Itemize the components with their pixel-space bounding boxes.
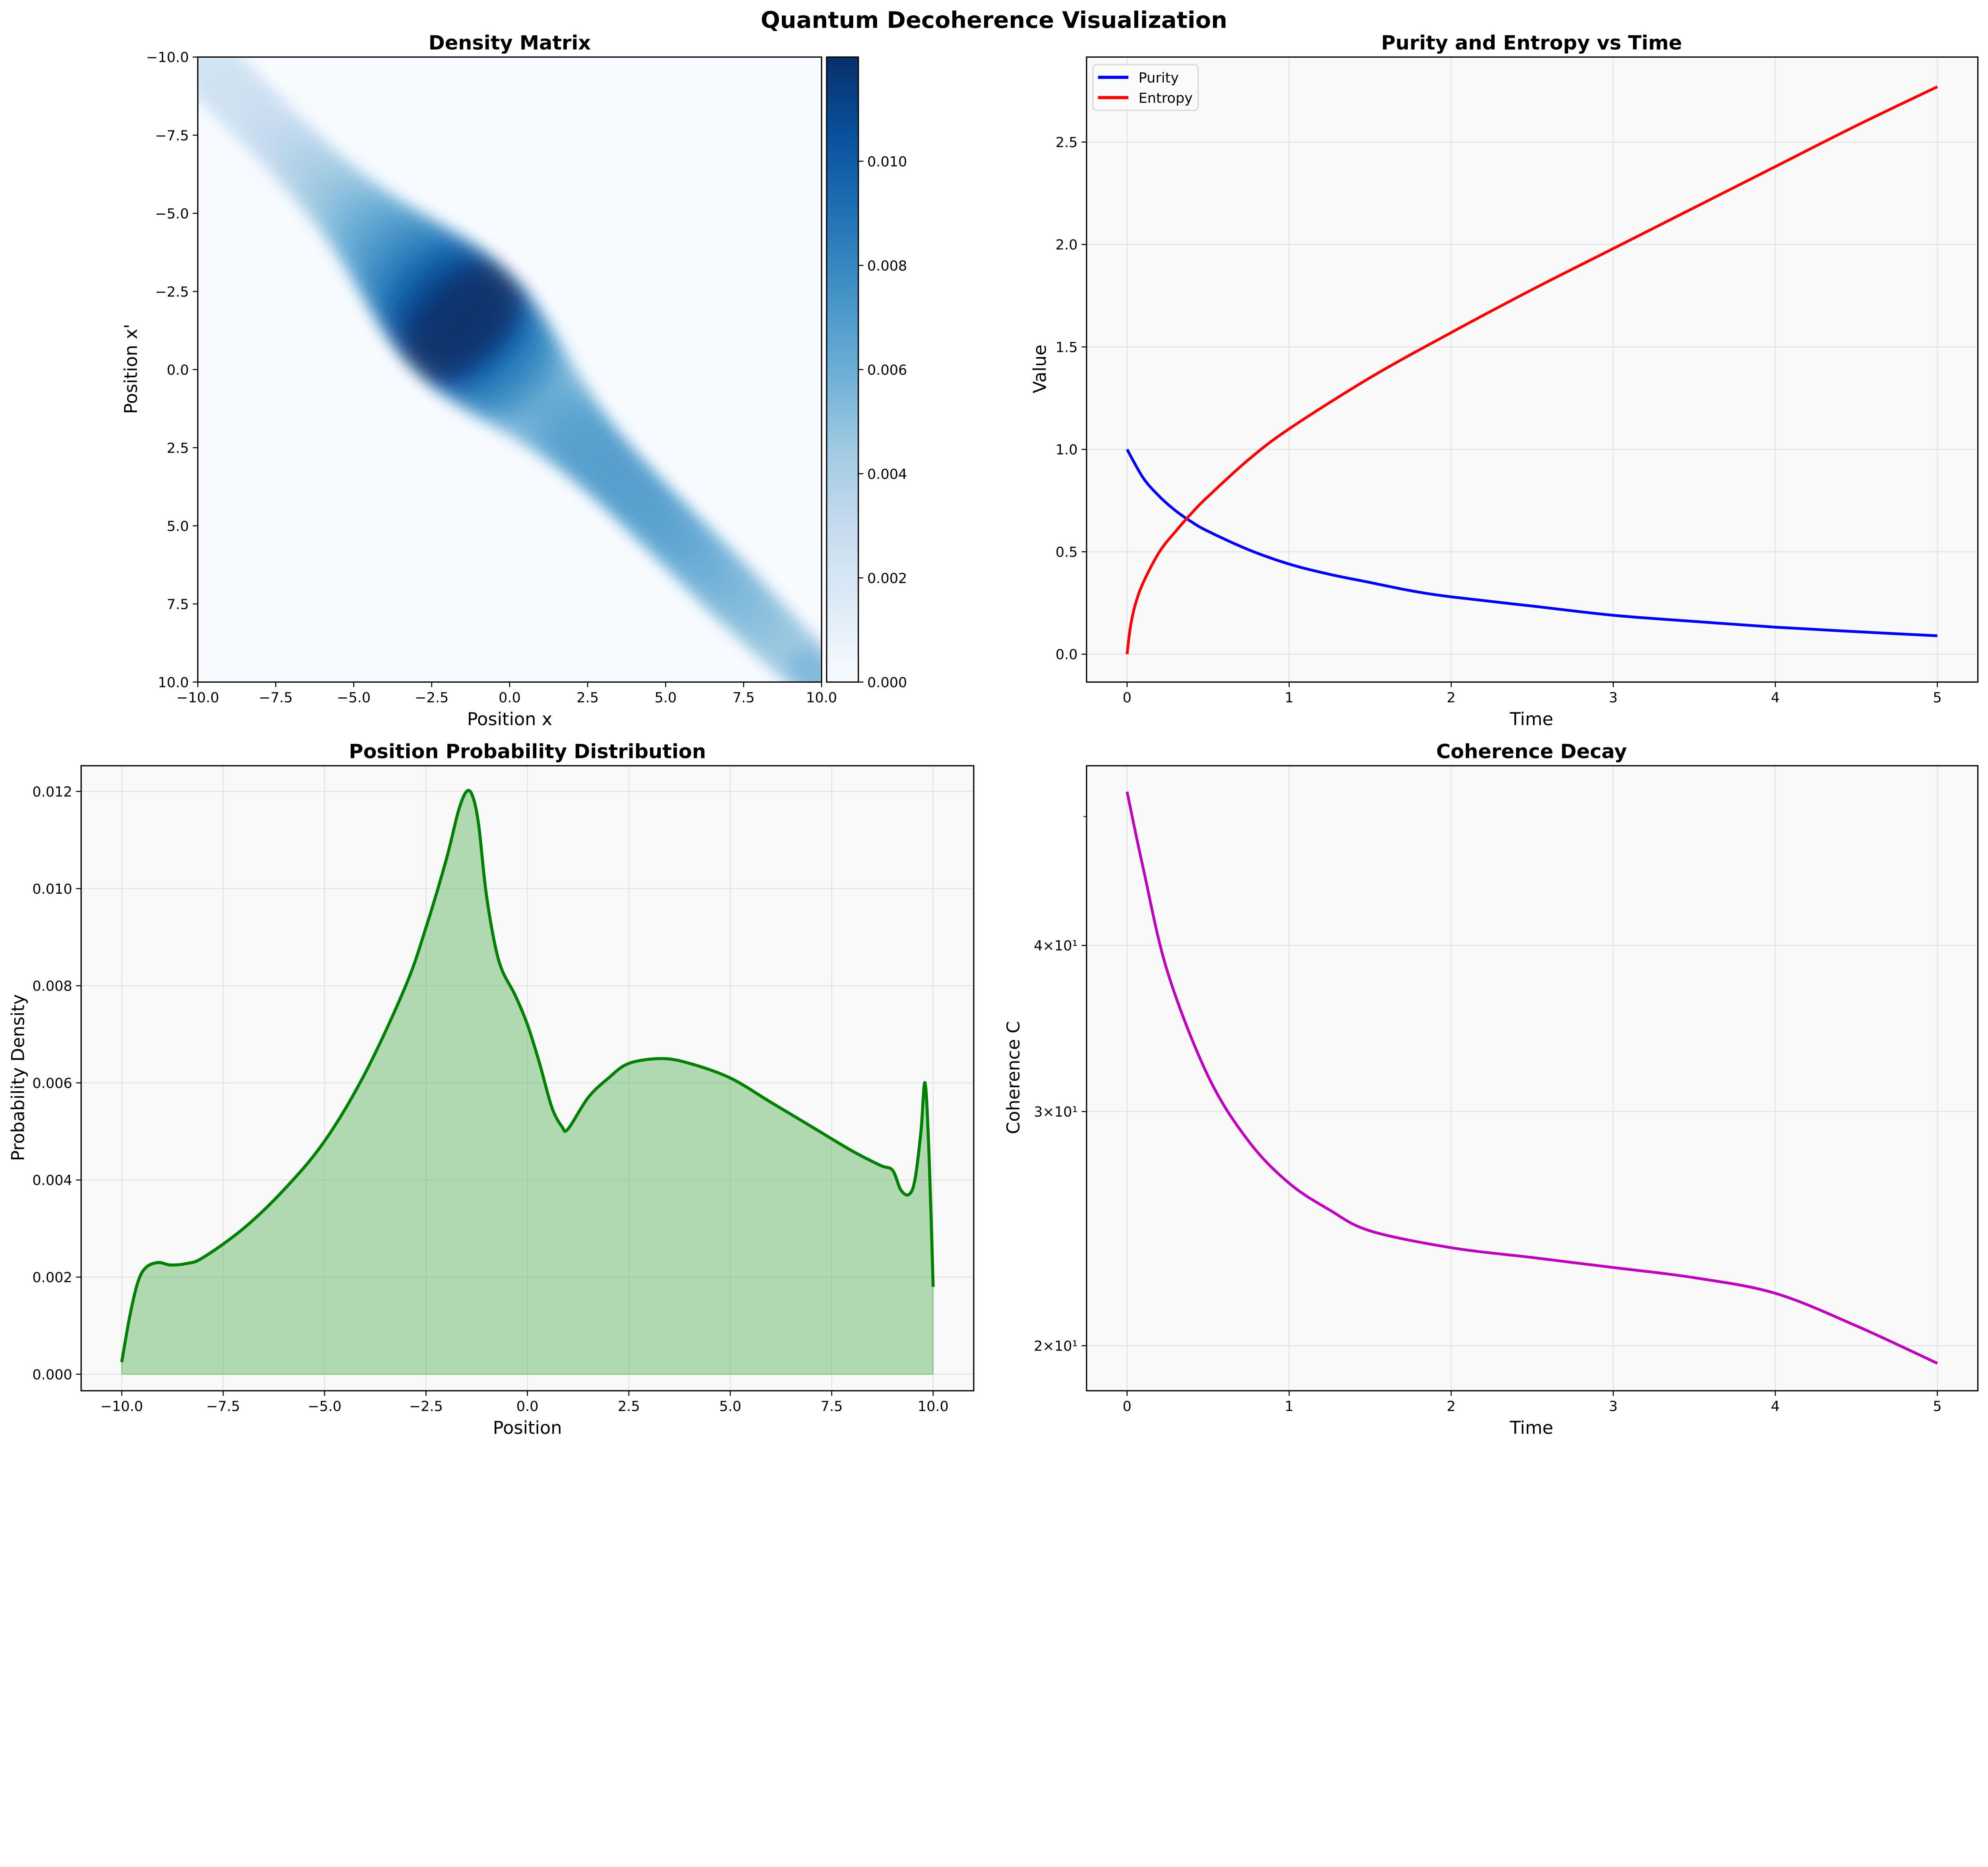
y-tick-label: −5.0 <box>155 206 189 222</box>
colorbar-tick-label: 0.000 <box>867 674 907 691</box>
coherence-decay-title: Coherence Decay <box>1436 740 1627 763</box>
x-tick-label: 5 <box>1933 1398 1941 1415</box>
y-tick-label: 0.008 <box>32 978 72 994</box>
y-tick-label: 4×10¹ <box>1034 938 1077 954</box>
y-tick-label: 1.0 <box>1056 442 1078 458</box>
y-tick-label: 0.000 <box>32 1366 72 1383</box>
y-tick-label: 0.012 <box>32 784 72 800</box>
x-tick-label: −10.0 <box>100 1398 143 1415</box>
y-tick-label: −2.5 <box>155 284 189 300</box>
x-tick-label: 3 <box>1609 1398 1617 1415</box>
purity-entropy-panel: 0 1 2 3 4 5 0.0 0.5 1.0 1.5 2.0 2.5 Purity Entropy <box>1056 56 1979 706</box>
y-tick-label: 2.5 <box>167 440 189 456</box>
y-tick-label: 3×10¹ <box>1034 1104 1077 1120</box>
y-tick-label: 0.004 <box>32 1172 72 1189</box>
x-tick-label: −2.5 <box>415 690 448 706</box>
x-tick-label: 5.0 <box>719 1398 742 1415</box>
x-tick-label: 2.5 <box>577 690 599 706</box>
axes-frame <box>197 56 822 683</box>
heatmap-cell <box>415 274 517 377</box>
purity-entropy-xlabel: Time <box>1509 709 1553 730</box>
coherence-decay-panel: 0 1 2 3 4 5 2×10¹ 3×10¹ 4×10¹ <box>1034 765 1979 1415</box>
x-tick-label: 7.5 <box>732 690 755 706</box>
x-tick-label: 0.0 <box>499 690 521 706</box>
y-tick-label: 5.0 <box>167 518 189 534</box>
colorbar-tick-label: 0.004 <box>867 466 907 482</box>
y-tick-label: 0.006 <box>32 1075 72 1091</box>
legend-label-purity: Purity <box>1139 70 1179 86</box>
y-tick-label: 2.5 <box>1056 134 1078 151</box>
x-tick-label: 0.0 <box>516 1398 539 1415</box>
x-tick-label: 2.5 <box>618 1398 640 1415</box>
colorbar-tick-label: 0.008 <box>867 258 907 274</box>
position-distribution-xlabel: Position <box>493 1418 562 1438</box>
axes-frame <box>1086 56 1979 683</box>
heatmap <box>198 57 822 682</box>
colorbar <box>826 56 859 683</box>
heatmap-cell <box>789 649 822 682</box>
coherence-line <box>1126 791 1938 1365</box>
y-tick-label: 2.0 <box>1056 237 1078 253</box>
plot-background <box>1086 766 1978 1391</box>
density-matrix-xlabel: Position x <box>467 709 552 730</box>
series-line-entropy <box>1126 85 1938 654</box>
legend-label-entropy: Entropy <box>1139 90 1193 106</box>
density-matrix-ylabel: Position x' <box>120 324 141 414</box>
y-tick-label: 0.002 <box>32 1269 72 1286</box>
y-tick-label: 1.5 <box>1056 339 1078 355</box>
y-tick-label: 0.0 <box>167 362 189 378</box>
lines <box>1126 85 1938 654</box>
distribution-line <box>120 789 935 1362</box>
y-tick-label: 0.0 <box>1056 646 1078 663</box>
coherence-decay-ylabel: Coherence C <box>1003 1021 1024 1134</box>
colorbar-tick-label: 0.006 <box>867 362 907 378</box>
axes-frame <box>1086 765 1979 1392</box>
figure-title: Quantum Decoherence Visualization <box>761 7 1227 33</box>
density-matrix-title: Density Matrix <box>429 31 591 54</box>
x-tick-label: −7.5 <box>259 690 293 706</box>
x-tick-label: −10.0 <box>177 690 219 706</box>
x-tick-label: 1 <box>1285 690 1293 706</box>
density-matrix-panel: −10.0 −7.5 −5.0 −2.5 0.0 2.5 5.0 7.5 10.0−10.0−7… <box>146 49 907 706</box>
lines <box>1126 791 1938 1365</box>
x-tick-label: 0 <box>1123 690 1132 706</box>
x-tick-label: 10.0 <box>806 690 837 706</box>
colorbar-tick-label: 0.010 <box>867 153 907 170</box>
purity-entropy-ylabel: Value <box>1030 345 1050 394</box>
x-tick-label: 2 <box>1447 690 1456 706</box>
position-distribution-ylabel: Probability Density <box>8 994 29 1161</box>
x-tick-label: 5.0 <box>654 690 677 706</box>
x-tick-label: 5 <box>1933 690 1941 706</box>
x-tick-label: 4 <box>1771 1398 1780 1415</box>
figure: Quantum Decoherence Visualization −10.0−… <box>8 7 1979 1438</box>
colorbar-tick-label: 0.002 <box>867 570 907 586</box>
y-tick-label: 0.5 <box>1056 544 1078 561</box>
x-tick-label: 1 <box>1285 1398 1293 1415</box>
x-tick-label: 4 <box>1771 690 1780 706</box>
x-tick-label: −5.0 <box>308 1398 342 1415</box>
x-tick-label: 10.0 <box>918 1398 949 1415</box>
purity-entropy-title: Purity and Entropy vs Time <box>1381 31 1682 54</box>
heatmap-cell <box>580 440 639 499</box>
x-tick-label: 7.5 <box>821 1398 843 1415</box>
coherence-decay-xlabel: Time <box>1509 1418 1553 1438</box>
plot-background <box>1086 57 1978 682</box>
x-tick-label: −5.0 <box>337 690 371 706</box>
position-distribution-panel: −10.0 −7.5 −5.0 −2.5 0.0 2.5 5.0 7.5 10.0 0.000 0.… <box>32 765 975 1415</box>
y-tick-label: −10.0 <box>146 49 189 66</box>
y-tick-label: 0.010 <box>32 881 72 897</box>
x-tick-label: 3 <box>1609 690 1617 706</box>
y-tick-label: 10.0 <box>158 674 189 691</box>
position-distribution-title: Position Probability Distribution <box>349 740 706 763</box>
x-tick-label: 0 <box>1123 1398 1132 1415</box>
x-tick-label: −2.5 <box>409 1398 443 1415</box>
y-tick-label: −7.5 <box>155 128 189 144</box>
legend: Purity Entropy <box>1092 64 1199 111</box>
y-tick-label: 2×10¹ <box>1034 1338 1077 1355</box>
x-tick-label: 2 <box>1447 1398 1456 1415</box>
x-tick-label: −7.5 <box>206 1398 240 1415</box>
area-group <box>120 789 935 1375</box>
axes-frame <box>80 765 975 1392</box>
y-tick-label: 7.5 <box>167 596 189 613</box>
